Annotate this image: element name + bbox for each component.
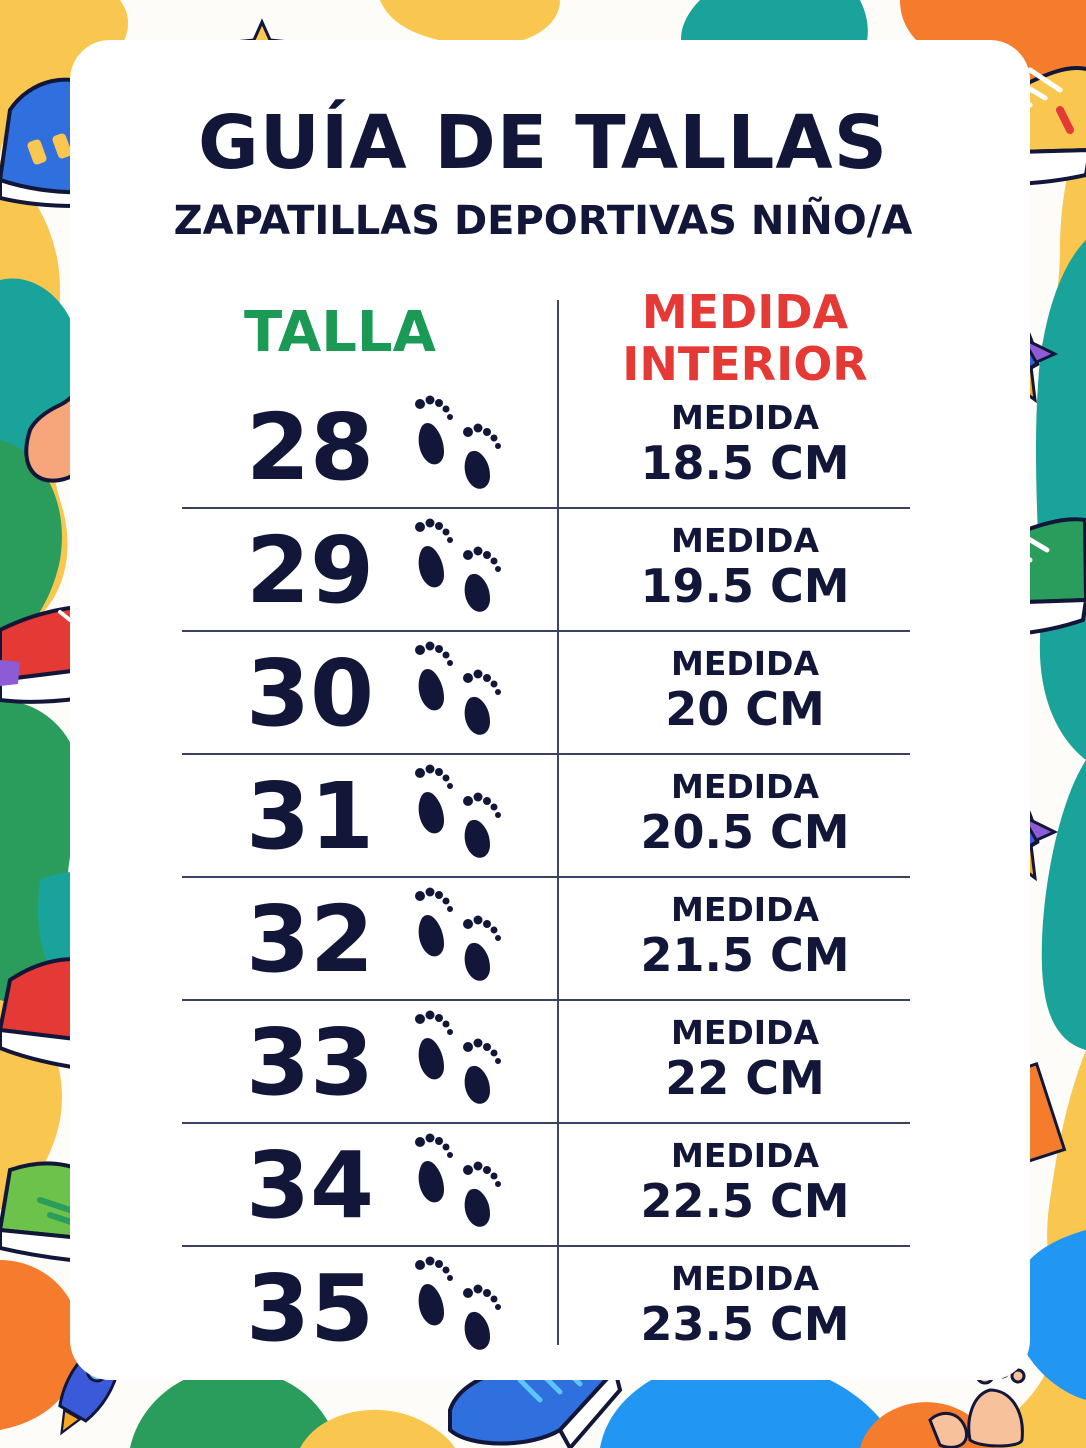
footprints-icon bbox=[415, 1133, 501, 1227]
footprints-icon bbox=[415, 395, 501, 489]
footprints-icon bbox=[415, 887, 501, 981]
size-value: 33 bbox=[246, 1009, 375, 1116]
column-divider bbox=[557, 300, 559, 1345]
column-header-measure-line1: MEDIDA bbox=[641, 285, 849, 339]
footprints-icon bbox=[415, 764, 501, 858]
measure-value: 20 CM bbox=[665, 682, 825, 736]
measure-value: 19.5 CM bbox=[640, 559, 850, 613]
measure-label: MEDIDA bbox=[671, 1136, 819, 1175]
measure-label: MEDIDA bbox=[671, 644, 819, 683]
measure-value: 23.5 CM bbox=[640, 1297, 850, 1351]
size-value: 32 bbox=[246, 886, 375, 993]
size-value: 31 bbox=[246, 763, 375, 870]
size-value: 34 bbox=[246, 1132, 375, 1239]
measure-value: 21.5 CM bbox=[640, 928, 850, 982]
size-value: 35 bbox=[246, 1255, 375, 1362]
column-header-measure-line2: INTERIOR bbox=[622, 337, 868, 391]
table-row: 35 MEDIDA 23.5 CM bbox=[182, 1247, 910, 1368]
measure-value: 22.5 CM bbox=[640, 1174, 850, 1228]
table-row: 33 MEDIDA 22 CM bbox=[182, 1001, 910, 1124]
footprints-icon bbox=[415, 518, 501, 612]
measure-label: MEDIDA bbox=[671, 1259, 819, 1298]
measure-label: MEDIDA bbox=[671, 890, 819, 929]
measure-value: 20.5 CM bbox=[640, 805, 850, 859]
table-row: 34 MEDIDA 22.5 CM bbox=[182, 1124, 910, 1247]
footprints-icon bbox=[415, 641, 501, 735]
table-row: 30 MEDIDA 20 CM bbox=[182, 632, 910, 755]
table-row: 32 MEDIDA 21.5 CM bbox=[182, 878, 910, 1001]
footprints-icon bbox=[415, 1256, 501, 1350]
measure-label: MEDIDA bbox=[671, 767, 819, 806]
content-panel bbox=[70, 40, 1030, 1380]
measure-value: 22 CM bbox=[665, 1051, 825, 1105]
column-header-size: TALLA bbox=[244, 300, 436, 365]
table-row: 31 MEDIDA 20.5 CM bbox=[182, 755, 910, 878]
measure-label: MEDIDA bbox=[671, 521, 819, 560]
measure-label: MEDIDA bbox=[671, 398, 819, 437]
footprints-icon bbox=[415, 1010, 501, 1104]
table-row: 28 MEDIDA 18.5 CM bbox=[182, 386, 910, 509]
size-table: 28 MEDIDA 18.5 CM 29 MEDIDA 19.5 CM 30 M… bbox=[182, 386, 910, 1368]
column-header-measure: MEDIDA INTERIOR bbox=[580, 286, 910, 390]
measure-label: MEDIDA bbox=[671, 1013, 819, 1052]
table-row: 29 MEDIDA 19.5 CM bbox=[182, 509, 910, 632]
page-subtitle: ZAPATILLAS DEPORTIVAS NIÑO/A bbox=[173, 198, 913, 244]
size-value: 29 bbox=[246, 517, 375, 624]
measure-value: 18.5 CM bbox=[640, 436, 850, 490]
page-title: GUÍA DE TALLAS bbox=[197, 100, 888, 186]
size-value: 28 bbox=[246, 394, 375, 501]
size-value: 30 bbox=[246, 640, 375, 747]
